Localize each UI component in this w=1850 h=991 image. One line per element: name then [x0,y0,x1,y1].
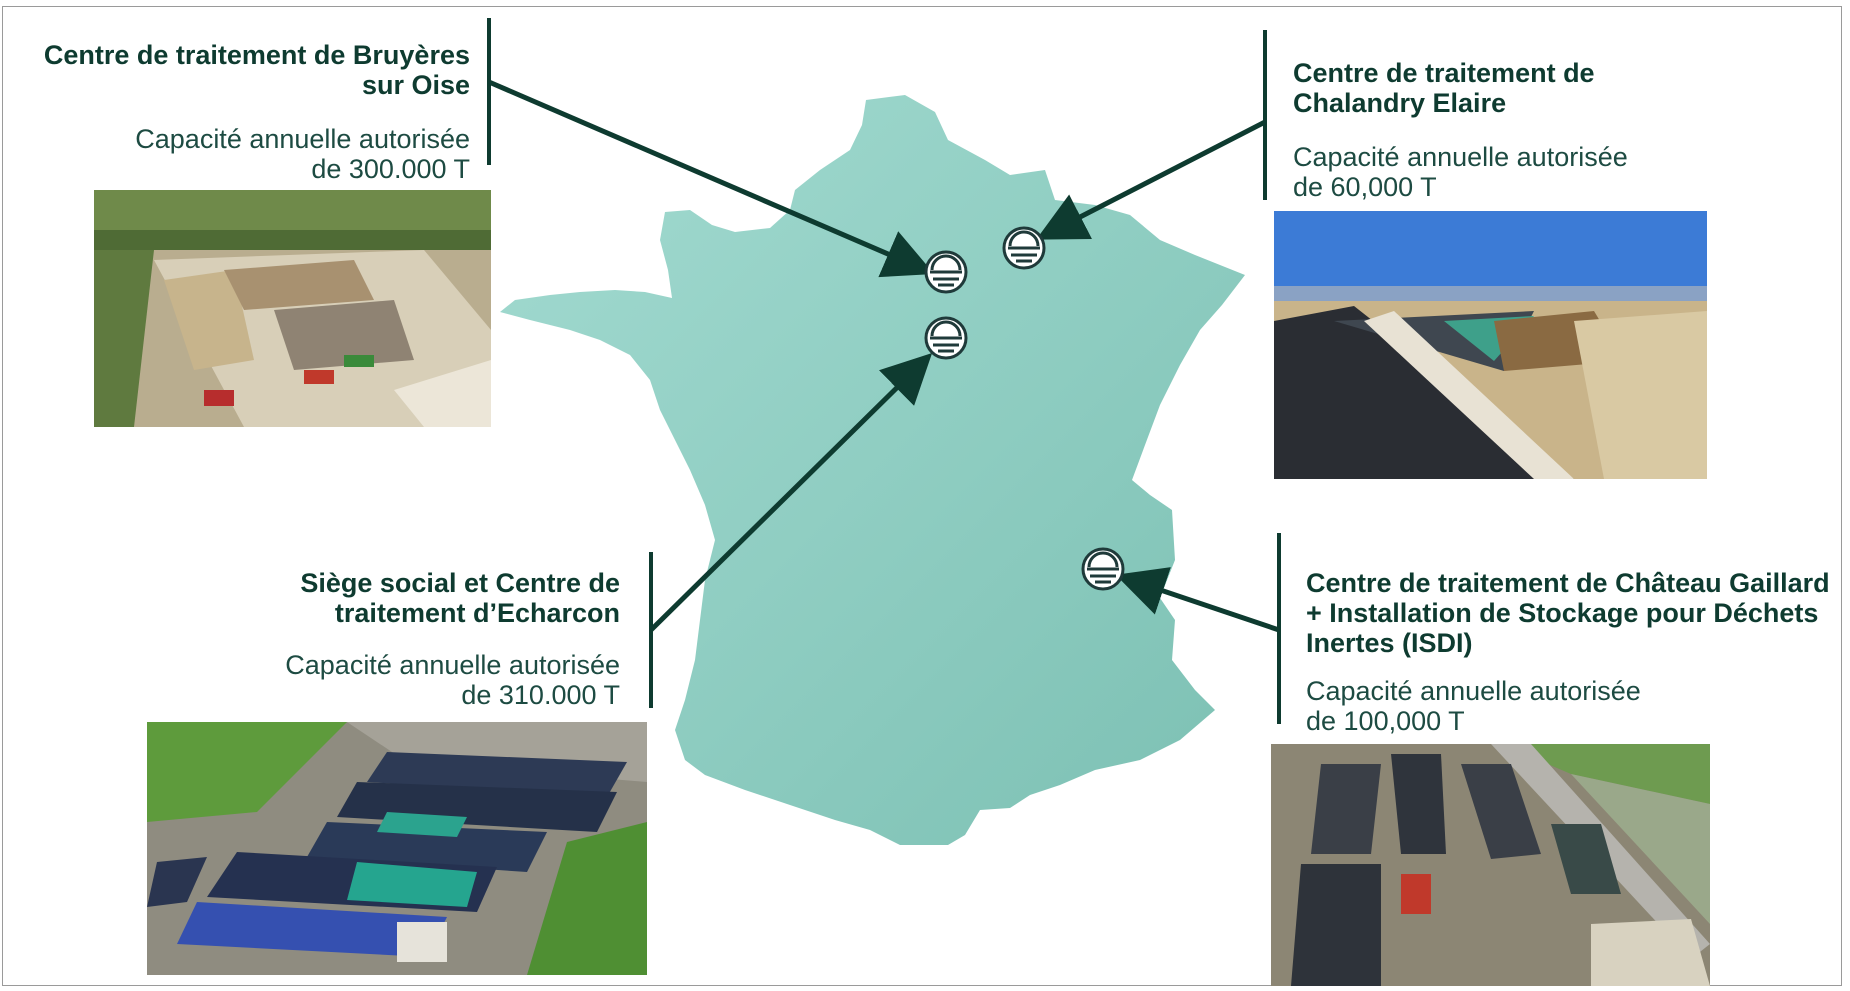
site-title-line: Inertes (ISDI) [1306,628,1473,658]
capacity-line: de 100,000 T [1306,706,1465,736]
site-title-line: Centre de traitement de [1293,58,1595,88]
capacity-line: Capacité annuelle autorisée [1306,676,1641,706]
capacity-line: Capacité annuelle autorisée [1293,142,1628,172]
site-title-line: + Installation de Stockage pour Déchets [1306,598,1819,628]
company-logo-icon[interactable] [1081,547,1125,591]
aerial-photo-quarry-stockpiles [94,190,491,427]
site-title: Centre de traitement de Chalandry Elaire [1293,58,1793,118]
capacity-line: de 310.000 T [461,680,620,710]
site-capacity: Capacité annuelle autorisée de 300.000 T [20,124,470,184]
site-title: Centre de traitement de Bruyères sur Ois… [20,40,470,100]
site-title-line: Siège social et Centre de [300,568,620,598]
aerial-photo-covered-embankment [1274,211,1707,479]
site-title-line: Centre de traitement de Bruyères [43,40,470,70]
site-title-line: Chalandry Elaire [1293,88,1507,118]
site-capacity: Capacité annuelle autorisée de 100,000 T [1306,676,1846,736]
capacity-line: de 60,000 T [1293,172,1437,202]
capacity-line: Capacité annuelle autorisée [285,650,620,680]
company-logo-icon[interactable] [1002,226,1046,270]
company-logo-icon[interactable] [924,250,968,294]
capacity-line: Capacité annuelle autorisée [135,124,470,154]
company-logo-icon[interactable] [924,316,968,360]
site-capacity: Capacité annuelle autorisée de 60,000 T [1293,142,1793,202]
site-title-line: Centre de traitement de Château Gaillard [1306,568,1830,598]
site-title-line: sur Oise [361,70,470,100]
site-title-line: traitement d’Echarcon [334,598,620,628]
aerial-photo-tarped-stockpiles [147,722,647,975]
site-capacity: Capacité annuelle autorisée de 310.000 T [100,650,620,710]
aerial-photo-storage-facility [1271,744,1710,986]
site-title: Centre de traitement de Château Gaillard… [1306,568,1846,658]
slide-frame [2,6,1842,986]
site-title: Siège social et Centre de traitement d’E… [100,568,620,628]
capacity-line: de 300.000 T [311,154,470,184]
